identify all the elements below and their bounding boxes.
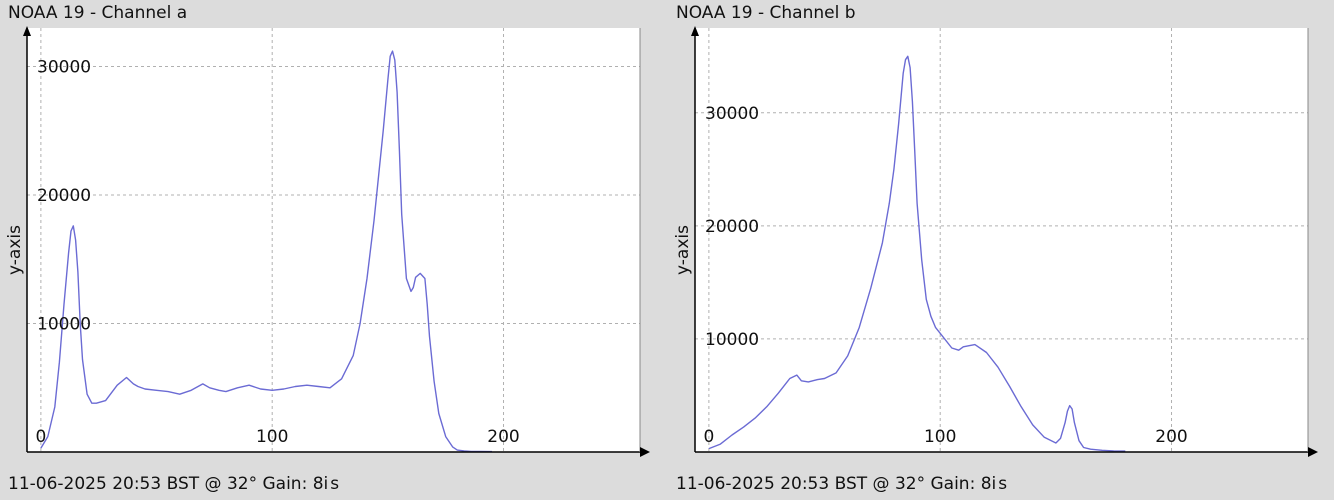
chart-b-footer: 11-06-2025 20:53 BST @ 32° Gain: 8is (676, 474, 1009, 494)
chart-b-series-line (708, 55, 1126, 452)
chart-a-footer-text: 11-06-2025 20:53 BST @ 32° Gain: 8 (8, 474, 324, 494)
chart-a-title: NOAA 19 - Channel a (8, 3, 188, 23)
chart-a-footer-suffix: is (323, 474, 342, 494)
chart-b: 0 100 200 10000 20000 30000 y-axis (673, 26, 1318, 457)
chart-a-y-tick-label: 20000 (37, 186, 91, 206)
chart-a-y-tick-label: 30000 (37, 58, 91, 78)
chart-a-y-axis-arrow (23, 26, 31, 36)
chart-a-footer: 11-06-2025 20:53 BST @ 32° Gain: 8is (8, 474, 341, 494)
chart-a-y-axis-label: y-axis (5, 225, 25, 275)
chart-b-x-tick-label: 200 (1155, 427, 1187, 447)
chart-b-y-tick-label: 30000 (705, 104, 759, 124)
chart-b-title: NOAA 19 - Channel b (676, 3, 856, 23)
chart-b-footer-text: 11-06-2025 20:53 BST @ 32° Gain: 8 (676, 474, 992, 494)
chart-b-x-tick-label: 100 (924, 427, 956, 447)
chart-a-x-tick-label: 0 (35, 427, 46, 447)
chart-b-y-axis-label: y-axis (673, 225, 693, 275)
chart-a-plot-area (27, 28, 640, 452)
chart-a-y-tick-label: 10000 (37, 315, 91, 335)
chart-b-y-tick-label: 10000 (705, 330, 759, 350)
chart-a: 0 100 200 10000 20000 30000 y-axis (5, 26, 650, 457)
chart-b-y-axis-arrow (691, 26, 699, 36)
chart-b-x-axis-arrow (1308, 447, 1318, 457)
chart-b-x-tick-label: 0 (703, 427, 714, 447)
chart-b-footer-suffix: is (991, 474, 1010, 494)
chart-a-x-axis-arrow (640, 447, 650, 457)
chart-b-plot-area (695, 28, 1308, 452)
chart-a-x-tick-label: 200 (487, 427, 519, 447)
chart-a-series-line (40, 50, 493, 453)
chart-a-x-tick-label: 100 (256, 427, 288, 447)
chart-b-y-tick-label: 20000 (705, 217, 759, 237)
